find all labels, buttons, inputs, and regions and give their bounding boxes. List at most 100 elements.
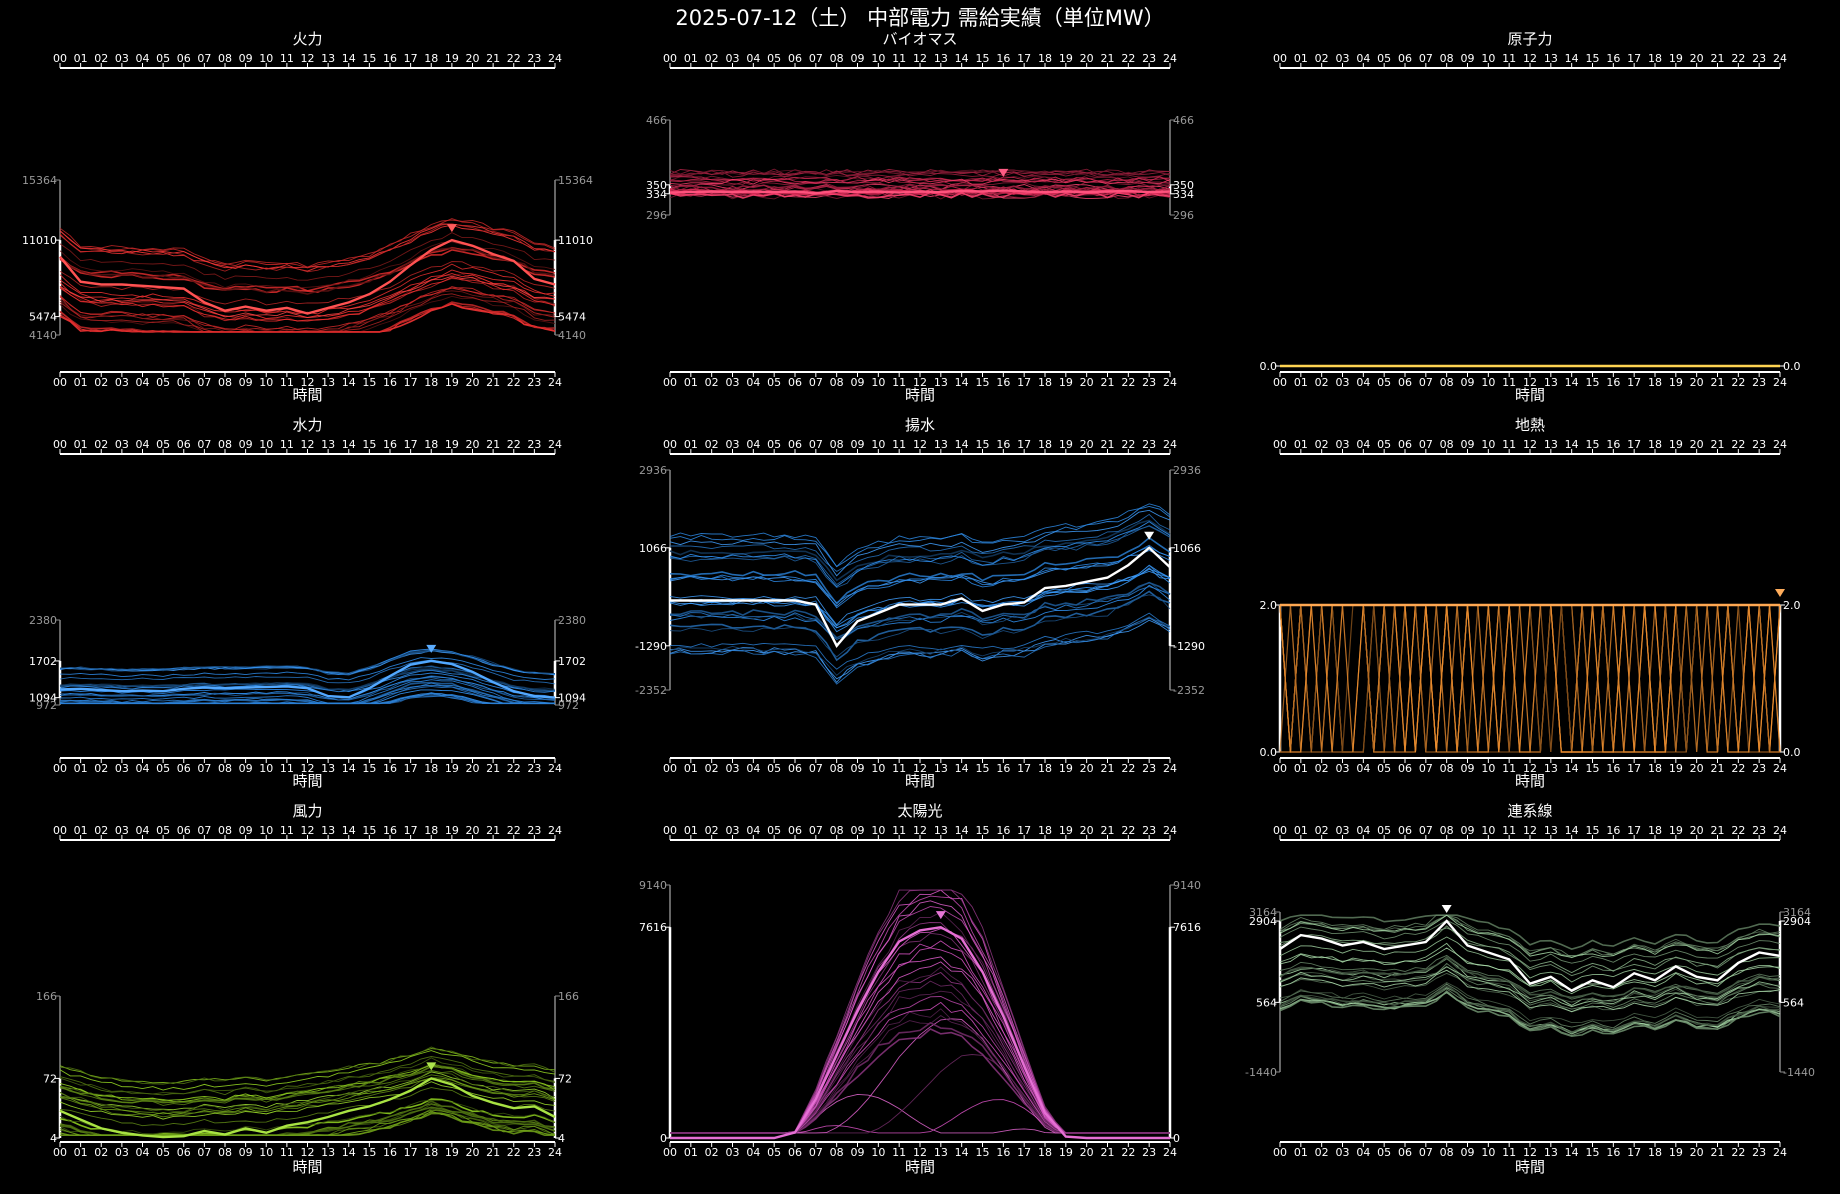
x-tick-label-top: 06: [177, 438, 191, 451]
x-tick-label-bottom: 20: [466, 376, 480, 389]
x-tick-label-top: 15: [976, 824, 990, 837]
x-tick-label-bottom: 21: [1711, 376, 1725, 389]
x-tick-label-top: 05: [1377, 438, 1391, 451]
x-tick-label-bottom: 21: [1101, 1146, 1115, 1159]
x-tick-label-top: 20: [1080, 438, 1094, 451]
x-tick-label-top: 14: [955, 438, 969, 451]
x-tick-label-top: 22: [1121, 438, 1135, 451]
x-tick-label-bottom: 19: [1669, 376, 1683, 389]
history-line: [59, 223, 556, 273]
x-tick-label-bottom: 19: [445, 762, 459, 775]
x-tick-label-bottom: 01: [684, 376, 698, 389]
x-tick-label-bottom: 06: [788, 1146, 802, 1159]
x-tick-label-bottom: 04: [136, 1146, 150, 1159]
x-tick-label-bottom: 19: [1669, 762, 1683, 775]
x-tick-label-bottom: 04: [746, 762, 760, 775]
y-tick-label-right: 972: [558, 699, 579, 712]
x-tick-label-bottom: 24: [1163, 376, 1177, 389]
history-line: [1279, 919, 1781, 964]
y-tick-label-right: 15364: [558, 174, 593, 187]
history-line: [670, 1008, 1170, 1134]
history-lines: [669, 168, 1171, 200]
x-tick-label-bottom: 17: [1017, 762, 1031, 775]
x-axis-label: 時間: [1515, 772, 1545, 790]
history-line: [669, 594, 1171, 658]
x-axis-label: 時間: [292, 1158, 322, 1176]
x-tick-label-top: 15: [362, 438, 376, 451]
x-tick-label-top: 24: [1163, 52, 1177, 65]
y-tick-label-left: 4: [50, 1132, 57, 1145]
x-tick-label-top: 16: [383, 438, 397, 451]
x-tick-label-bottom: 01: [74, 1146, 88, 1159]
x-tick-label-bottom: 05: [767, 1146, 781, 1159]
x-tick-label-top: 16: [1606, 52, 1620, 65]
x-tick-label-top: 18: [1648, 824, 1662, 837]
y-tick-label-left: 2904: [1249, 915, 1277, 928]
x-tick-label-bottom: 07: [809, 1146, 823, 1159]
x-tick-label-top: 11: [892, 52, 906, 65]
x-tick-label-bottom: 01: [684, 1146, 698, 1159]
x-tick-label-bottom: 09: [851, 762, 865, 775]
x-tick-label-top: 00: [663, 438, 677, 451]
x-tick-label-bottom: 03: [115, 1146, 129, 1159]
history-line: [669, 546, 1171, 604]
x-tick-label-top: 16: [996, 52, 1010, 65]
history-line: [1279, 988, 1781, 1036]
history-line: [669, 174, 1171, 182]
x-tick-label-top: 20: [1690, 438, 1704, 451]
x-tick-label-top: 15: [976, 52, 990, 65]
x-tick-label-top: 12: [913, 52, 927, 65]
x-tick-label-bottom: 05: [156, 762, 170, 775]
x-tick-label-bottom: 18: [1038, 376, 1052, 389]
history-line: [60, 692, 555, 705]
history-line: [59, 1078, 556, 1118]
x-tick-label-bottom: 23: [1752, 1146, 1766, 1159]
x-tick-label-bottom: 15: [976, 376, 990, 389]
x-tick-label-bottom: 07: [197, 376, 211, 389]
x-tick-label-top: 17: [1017, 438, 1031, 451]
x-tick-label-top: 03: [726, 824, 740, 837]
x-tick-label-bottom: 14: [955, 762, 969, 775]
x-tick-label-top: 18: [424, 824, 438, 837]
x-tick-label-top: 23: [1142, 438, 1156, 451]
series-line-2025-07-12: [670, 546, 1171, 648]
x-tick-label-bottom: 05: [1377, 762, 1391, 775]
history-line: [669, 183, 1171, 192]
x-tick-label-bottom: 01: [1294, 376, 1308, 389]
peak-marker: [426, 644, 437, 653]
x-tick-label-bottom: 12: [301, 376, 315, 389]
y-tick-label-right: 11010: [558, 234, 593, 247]
x-tick-label-top: 19: [445, 824, 459, 837]
x-tick-label-bottom: 11: [280, 376, 294, 389]
x-tick-label-bottom: 18: [1038, 1146, 1052, 1159]
history-line: [670, 900, 1170, 1134]
history-line: [59, 1050, 556, 1091]
x-tick-label-bottom: 01: [1294, 762, 1308, 775]
x-tick-label-bottom: 06: [1398, 376, 1412, 389]
x-tick-label-bottom: 15: [362, 762, 376, 775]
x-tick-label-top: 06: [1398, 824, 1412, 837]
x-tick-label-top: 17: [1017, 824, 1031, 837]
panel-6: 風力 00 01 02 03 04 05 06 07 08 09 10 11 12 13 14 15 16 17 18…: [36, 802, 579, 1176]
x-tick-label-top: 13: [934, 824, 948, 837]
x-tick-label-bottom: 19: [445, 376, 459, 389]
x-tick-label-top: 21: [1101, 824, 1115, 837]
x-tick-label-top: 18: [1038, 52, 1052, 65]
x-tick-label-bottom: 03: [1336, 1146, 1350, 1159]
x-tick-label-top: 18: [1648, 438, 1662, 451]
x-tick-label-top: 15: [1586, 824, 1600, 837]
panel-3: 水力 00 01 02 03 04 05 06 07 08 09 10 11 12 13 14 15 16 17 18…: [29, 416, 586, 790]
history-line: [669, 169, 1171, 176]
x-tick-label-bottom: 06: [1398, 1146, 1412, 1159]
x-axis-label: 時間: [905, 772, 935, 790]
history-line: [59, 261, 556, 306]
x-tick-label-top: 05: [156, 52, 170, 65]
x-tick-label-top: 17: [404, 438, 418, 451]
x-tick-label-top: 14: [342, 824, 356, 837]
x-tick-label-top: 07: [197, 438, 211, 451]
x-tick-label-bottom: 17: [1627, 762, 1641, 775]
y-tick-label-right: 2936: [1173, 464, 1201, 477]
x-tick-label-top: 02: [705, 824, 719, 837]
history-line: [669, 617, 1171, 685]
x-tick-label-top: 06: [788, 52, 802, 65]
